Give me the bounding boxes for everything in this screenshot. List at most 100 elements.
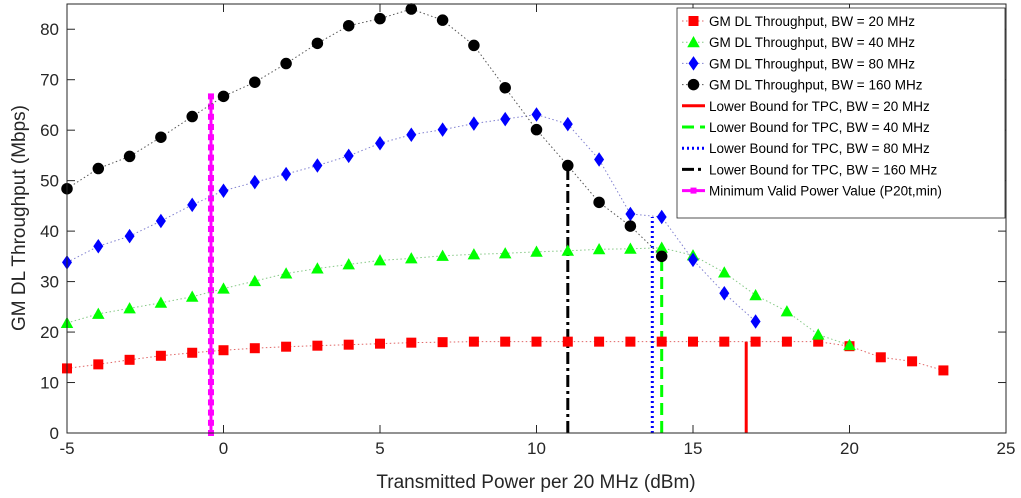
data-point [249, 76, 261, 88]
y-tick-label: 50 [40, 172, 59, 191]
data-point [594, 336, 605, 347]
data-point [249, 174, 260, 190]
data-point [155, 350, 166, 361]
legend-label: Lower Bound for TPC, BW = 80 MHz [709, 141, 930, 156]
data-point [93, 239, 104, 254]
data-point [123, 302, 136, 314]
series-8 [207, 93, 214, 436]
x-axis-label: Transmitted Power per 20 MHz (dBm) [376, 472, 695, 493]
min-power-marker [207, 256, 214, 263]
data-point [467, 248, 481, 260]
min-power-marker [207, 409, 214, 416]
data-point [124, 354, 135, 365]
data-point [498, 247, 512, 259]
legend-label: Lower Bound for TPC, BW = 40 MHz [709, 120, 930, 135]
data-point [248, 274, 262, 287]
data-point [780, 305, 794, 317]
y-tick-label: 40 [40, 222, 59, 241]
min-power-marker [207, 419, 214, 426]
y-tick-label: 80 [40, 20, 59, 39]
data-point [437, 122, 448, 137]
data-point [468, 39, 480, 52]
legend-marker [688, 16, 699, 26]
series-line [66, 247, 850, 346]
data-point [249, 343, 260, 354]
legend-label: Lower Bound for TPC, BW = 20 MHz [709, 99, 930, 114]
min-power-marker [207, 134, 214, 141]
data-point [719, 285, 730, 301]
data-point [405, 3, 418, 15]
legend-marker [687, 35, 700, 48]
legend-entry: Minimum Valid Power Value (P20t,min) [682, 184, 942, 199]
data-point [374, 12, 386, 25]
data-point [155, 131, 167, 143]
min-power-marker [207, 205, 214, 212]
y-tick-label: 60 [40, 121, 59, 140]
data-point [499, 82, 511, 94]
data-point [437, 337, 448, 348]
data-point [718, 266, 731, 278]
data-point [749, 288, 762, 301]
min-power-marker [207, 358, 214, 365]
data-point [500, 336, 511, 347]
data-point [436, 14, 449, 26]
data-point [406, 337, 417, 348]
min-power-marker [207, 113, 214, 120]
data-point [217, 90, 230, 103]
data-point [468, 336, 479, 347]
min-power-marker [207, 277, 214, 283]
data-point [781, 336, 792, 347]
data-point [811, 328, 825, 340]
data-point [938, 365, 949, 376]
min-power-marker [207, 307, 214, 314]
legend-label: Lower Bound for TPC, BW = 160 MHz [709, 162, 937, 177]
min-power-marker [207, 287, 214, 294]
series-3 [61, 3, 668, 263]
series-1 [60, 241, 856, 351]
data-point [186, 110, 198, 123]
legend-entry: Lower Bound for TPC, BW = 20 MHz [682, 99, 930, 114]
data-point [625, 336, 636, 347]
x-tick-label: 5 [375, 439, 384, 458]
data-point [562, 116, 573, 132]
data-point [562, 336, 573, 347]
data-point [719, 336, 730, 347]
min-power-marker [207, 246, 214, 253]
min-power-marker [207, 215, 214, 222]
data-point [123, 150, 136, 163]
x-tick-label: 25 [997, 439, 1016, 458]
data-point [531, 336, 542, 347]
data-point [281, 341, 292, 352]
data-point [875, 352, 886, 363]
data-point [656, 336, 667, 347]
x-tick-label: -5 [59, 439, 74, 458]
data-point [436, 249, 449, 261]
data-point [750, 314, 761, 329]
data-point [405, 252, 418, 264]
min-power-marker [207, 368, 214, 375]
x-tick-label: 20 [840, 439, 859, 458]
y-tick-label: 70 [40, 71, 59, 90]
min-power-marker [207, 379, 214, 385]
legend-marker [690, 187, 697, 194]
series-line [66, 8, 663, 257]
min-power-marker [207, 164, 214, 171]
data-point [562, 159, 574, 172]
legend-label: GM DL Throughput, BW = 40 MHz [709, 35, 915, 50]
data-point [531, 107, 542, 122]
data-point [624, 220, 637, 232]
legend-entry: Lower Bound for TPC, BW = 160 MHz [682, 162, 937, 177]
min-power-marker [207, 297, 214, 304]
data-point [154, 296, 168, 308]
data-point [907, 356, 918, 367]
series-layer [60, 3, 949, 436]
legend-label: GM DL Throughput, BW = 80 MHz [709, 56, 915, 71]
min-power-marker [207, 144, 214, 151]
legend-entry: Lower Bound for TPC, BW = 80 MHz [682, 141, 930, 156]
data-point [594, 152, 605, 167]
min-power-marker [207, 389, 214, 396]
min-power-marker [207, 103, 214, 110]
data-point [342, 258, 355, 270]
data-point [280, 57, 292, 70]
data-point [217, 282, 230, 294]
